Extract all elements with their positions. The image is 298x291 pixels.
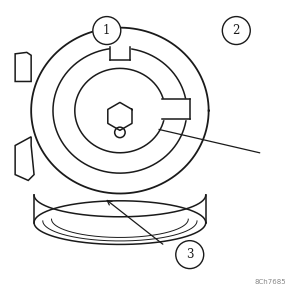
Text: 8Ch7685: 8Ch7685 — [254, 279, 286, 285]
Polygon shape — [53, 48, 187, 173]
Polygon shape — [108, 102, 132, 130]
Circle shape — [176, 241, 204, 269]
Circle shape — [93, 17, 121, 45]
Polygon shape — [31, 28, 209, 194]
Circle shape — [115, 127, 125, 138]
Polygon shape — [34, 201, 206, 244]
Circle shape — [222, 17, 250, 45]
Polygon shape — [34, 195, 206, 223]
Polygon shape — [15, 137, 34, 180]
Text: 2: 2 — [233, 24, 240, 37]
Polygon shape — [110, 33, 130, 49]
Polygon shape — [75, 68, 165, 153]
Polygon shape — [162, 99, 190, 119]
Text: 3: 3 — [186, 248, 193, 261]
Text: 1: 1 — [103, 24, 111, 37]
Polygon shape — [15, 52, 31, 81]
